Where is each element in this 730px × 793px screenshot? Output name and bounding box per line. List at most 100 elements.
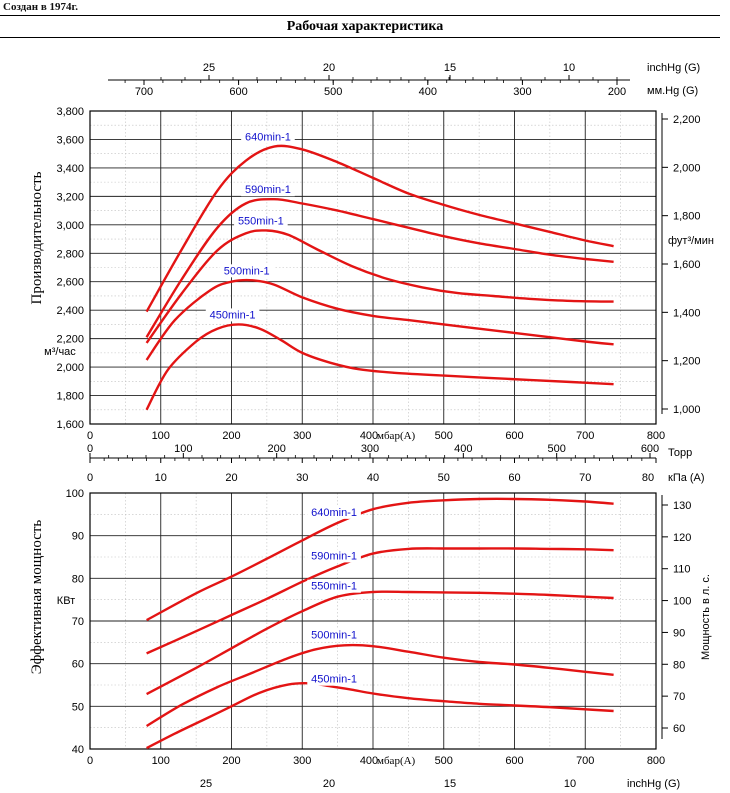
kpa-tick-label: 70 xyxy=(579,472,591,484)
top-x-tick-label: 700 xyxy=(576,430,594,442)
top-y-tick-label: 2,000 xyxy=(56,362,84,374)
top-y-axis-unit: м³/час xyxy=(44,346,76,358)
kpa-tick-label: 0 xyxy=(87,472,93,484)
bottom-y-tick-label: 50 xyxy=(72,701,84,713)
top-y-tick-label: 3,000 xyxy=(56,220,84,232)
bottom-y-tick-label: 80 xyxy=(72,573,84,585)
top-series-label: 640min-1 xyxy=(245,132,291,144)
top-series-label-bg xyxy=(241,130,295,144)
top-y-tick-label: 3,200 xyxy=(56,191,84,203)
bottom-x-tick-label: 100 xyxy=(152,755,170,767)
top-x-tick-label: 400 xyxy=(360,430,378,442)
top-series-line xyxy=(145,144,614,313)
bottom-y-axis-unit: КВт xyxy=(57,595,75,607)
torr-axis-label: Торр xyxy=(668,447,692,459)
kpa-tick-label: 80 xyxy=(642,472,654,484)
top-y-tick-label: 3,800 xyxy=(56,106,84,118)
bottom-y-tick-label: 90 xyxy=(72,531,84,543)
bottom-right-axis-label: Мощность в л. с. xyxy=(700,574,712,660)
torr-tick-label: 200 xyxy=(267,443,285,455)
bottom-series-line xyxy=(146,547,614,655)
kpa-tick-label: 40 xyxy=(367,472,379,484)
page-title: Рабочая характеристика xyxy=(286,19,444,34)
bottom-x-tick-label: 0 xyxy=(87,755,93,767)
top-series-line xyxy=(145,197,614,338)
mmhg-tick-label: 400 xyxy=(419,86,437,98)
top-series-line xyxy=(145,229,614,344)
bottom-inchhg-tick-label: 15 xyxy=(444,778,456,790)
bottom-x-tick-label: 200 xyxy=(222,755,240,767)
top-series-label: 500min-1 xyxy=(224,265,270,277)
bottom-right-tick-label: 80 xyxy=(673,659,685,671)
torr-tick-label: 600 xyxy=(641,443,659,455)
top-y-axis-title: Производительность xyxy=(29,171,45,304)
bottom-right-tick-label: 130 xyxy=(673,500,691,512)
header-rule-bottom xyxy=(0,37,720,38)
bottom-series-label-bg xyxy=(307,579,361,593)
bottom-y-axis-title: Эффективная мощность xyxy=(29,520,45,675)
kpa-axis-label: кПа (A) xyxy=(668,472,705,484)
top-y-tick-label: 1,800 xyxy=(56,391,84,403)
top-x-tick-label: 0 xyxy=(87,430,93,442)
header-created: Создан в 1974г. xyxy=(3,1,79,13)
bottom-x-tick-label: 800 xyxy=(647,755,665,767)
bottom-series-line xyxy=(146,497,614,622)
bottom-y-tick-label: 40 xyxy=(72,744,84,756)
top-y-tick-label: 2,600 xyxy=(56,277,84,289)
kpa-tick-label: 60 xyxy=(508,472,520,484)
bottom-right-tick-label: 120 xyxy=(673,532,691,544)
top-right-tick-label: 1,400 xyxy=(673,307,701,319)
bottom-series-label-bg xyxy=(307,505,361,519)
inchhg-axis-label: inchHg (G) xyxy=(647,62,700,74)
torr-tick-label: 0 xyxy=(87,443,93,455)
top-x-tick-label: 500 xyxy=(435,430,453,442)
top-series-label: 450min-1 xyxy=(210,309,256,321)
bottom-series-label: 590min-1 xyxy=(311,550,357,562)
kpa-tick-label: 20 xyxy=(225,472,237,484)
top-series-label-bg xyxy=(205,308,260,322)
torr-tick-label: 300 xyxy=(361,443,379,455)
mmhg-tick-label: 300 xyxy=(513,86,531,98)
bottom-series-label: 640min-1 xyxy=(311,507,357,519)
top-right-axis-label: фут³/мин xyxy=(668,235,714,247)
top-plot-frame xyxy=(89,110,657,425)
top-x-tick-label: 100 xyxy=(152,430,170,442)
top-x-axis-label: мбар(A) xyxy=(377,430,416,442)
top-y-tick-label: 3,400 xyxy=(56,163,84,175)
kpa-tick-label: 10 xyxy=(155,472,167,484)
top-x-tick-label: 600 xyxy=(505,430,523,442)
bottom-inchhg-axis-label: inchHg (G) xyxy=(627,778,680,790)
top-right-tick-label: 2,200 xyxy=(673,114,701,126)
bottom-series-label: 450min-1 xyxy=(311,674,357,686)
inchhg-tick-label: 25 xyxy=(203,62,215,74)
bottom-right-tick-label: 100 xyxy=(673,596,691,608)
top-x-tick-label: 200 xyxy=(222,430,240,442)
bottom-inchhg-tick-label: 25 xyxy=(200,778,212,790)
bottom-series-line xyxy=(146,590,614,696)
bottom-y-tick-label: 70 xyxy=(72,616,84,628)
bottom-x-tick-label: 600 xyxy=(505,755,523,767)
top-x-tick-label: 800 xyxy=(647,430,665,442)
top-right-tick-label: 1,200 xyxy=(673,356,701,368)
top-right-tick-label: 2,000 xyxy=(673,162,701,174)
bottom-right-tick-label: 70 xyxy=(673,691,685,703)
bottom-right-tick-label: 60 xyxy=(673,723,685,735)
inchhg-tick-label: 15 xyxy=(444,62,456,74)
torr-tick-label: 400 xyxy=(454,443,472,455)
top-series-line xyxy=(145,278,614,361)
bottom-series-label: 550min-1 xyxy=(311,581,357,593)
mmhg-tick-label: 700 xyxy=(135,86,153,98)
mmhg-tick-label: 500 xyxy=(324,86,342,98)
top-right-tick-label: 1,600 xyxy=(673,259,701,271)
bottom-x-tick-label: 300 xyxy=(293,755,311,767)
bottom-x-tick-label: 400 xyxy=(360,755,378,767)
torr-tick-label: 100 xyxy=(174,443,192,455)
bottom-series-label-bg xyxy=(307,628,361,642)
bottom-series-line xyxy=(146,681,614,750)
top-series-label: 550min-1 xyxy=(238,216,284,228)
top-y-tick-label: 2,200 xyxy=(56,334,84,346)
inchhg-tick-label: 10 xyxy=(563,62,575,74)
bottom-y-tick-label: 100 xyxy=(66,488,84,500)
kpa-tick-label: 30 xyxy=(296,472,308,484)
